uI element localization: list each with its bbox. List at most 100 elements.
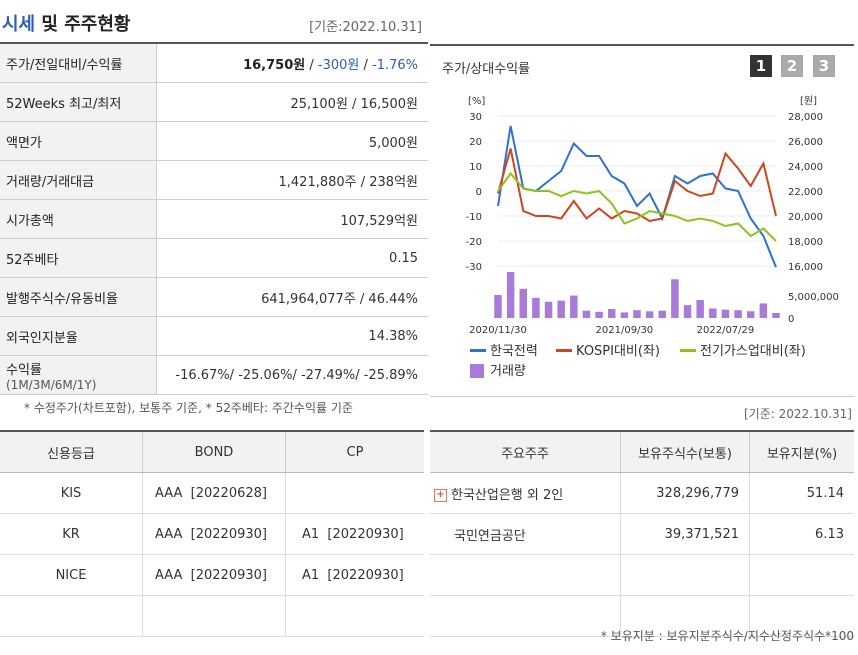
table-cell: A1 [20220930]: [285, 554, 424, 596]
right-tick-label: 26,000: [788, 137, 823, 148]
info-label: 주가/전일대비/수익률: [0, 44, 157, 83]
credit-header-row: 신용등급 BOND CP: [0, 431, 424, 473]
volume-bar: [506, 272, 515, 318]
volume-bar: [645, 311, 654, 318]
volume-bar: [595, 311, 603, 318]
chart-panel: 주가/상대수익률 1 2 3 [%] [원] 30 20 10 0 -10 -20 -30 …: [430, 44, 854, 397]
info-label: 외국인지분율: [0, 316, 157, 356]
volume-bar: [544, 301, 553, 318]
legend-swatch: [470, 349, 486, 352]
table-cell: [749, 595, 854, 637]
series-line: [497, 125, 777, 268]
info-row-beta: 52주베타 0.15: [0, 238, 428, 278]
left-tick-label: -10: [466, 212, 482, 223]
info-label: 발행주식수/유동비율: [0, 277, 157, 317]
table-cell: A1 [20220930]: [285, 513, 424, 555]
info-value: 1,421,880주 / 238억원: [156, 160, 428, 200]
volume-bar: [633, 310, 641, 318]
chart-page-1-button[interactable]: 1: [750, 55, 772, 77]
table-cell: [430, 554, 621, 596]
info-row-par: 액면가 5,000원: [0, 121, 428, 161]
left-tick-label: 0: [476, 187, 482, 198]
table-cell: [430, 595, 621, 637]
table-cell: KR: [0, 513, 143, 555]
table-row: [0, 595, 424, 637]
col-header: 신용등급: [0, 431, 143, 473]
table-cell: AAA [20220628]: [142, 472, 286, 514]
holder-name-cell[interactable]: + 한국산업은행 외 2인: [430, 472, 621, 514]
volume-bar: [734, 310, 742, 318]
chart-title: 주가/상대수익률: [442, 62, 531, 77]
table-cell: [620, 554, 750, 596]
volume-bar: [532, 297, 540, 318]
volume-bar: [709, 308, 717, 318]
left-tick-label: -20: [466, 237, 482, 248]
table-row: 국민연금공단 39,371,521 6.13: [430, 513, 854, 555]
col-header: 주요주주: [430, 431, 621, 473]
expand-plus-icon[interactable]: +: [434, 488, 447, 502]
x-axis-ticks: 2020/11/30 2021/09/30 2022/07/29: [469, 325, 754, 336]
series-line: [497, 171, 777, 242]
x-tick-label: 2022/07/29: [697, 325, 755, 336]
info-value: 5,000원: [156, 121, 428, 161]
info-label: 액면가: [0, 121, 157, 161]
section-title: 시세 및 주주현황: [2, 14, 131, 35]
info-value: 641,964,077주 / 46.44%: [156, 277, 428, 317]
left-tick-label: 20: [469, 137, 482, 148]
table-cell: [142, 595, 286, 637]
volume-bar: [494, 295, 502, 318]
table-cell: [620, 595, 750, 637]
info-row-52w: 52Weeks 최고/최저 25,100원 / 16,500원: [0, 82, 428, 122]
info-label: 수익률 (1M/3M/6M/1Y): [0, 355, 157, 395]
info-label: 52Weeks 최고/최저: [0, 82, 157, 122]
price-info-table: 주가/전일대비/수익률 16,750원 / -300원 / -1.76% 52W…: [0, 44, 428, 395]
volume-bar: [557, 300, 565, 318]
table-cell: 국민연금공단: [430, 513, 621, 555]
volume-bar: [519, 288, 528, 318]
info-label: 52주베타: [0, 238, 157, 278]
volume-bar: [658, 310, 667, 318]
volume-bar: [772, 312, 780, 318]
chart-basis-date: [기준: 2022.10.31]: [743, 407, 852, 421]
info-row-shares: 발행주식수/유동비율 641,964,077주 / 46.44%: [0, 277, 428, 317]
chart-page-3-button[interactable]: 3: [813, 55, 835, 77]
legend-label: 거래량: [490, 364, 526, 379]
table-cell: 6.13: [749, 513, 854, 555]
left-tick-label: -30: [466, 262, 482, 273]
info-value: 0.15: [156, 238, 428, 278]
info-value: 107,529억원: [156, 199, 428, 239]
info-value: 14.38%: [156, 316, 428, 356]
table-cell: [0, 595, 143, 637]
major-holders-table: 주요주주 보유주식수(보통) 보유지분(%) + 한국산업은행 외 2인 328,…: [430, 430, 854, 637]
x-tick-label: 2020/11/30: [469, 325, 527, 336]
info-row-marketcap: 시가총액 107,529억원: [0, 199, 428, 239]
legend-swatch: [470, 364, 484, 378]
volume-bar: [671, 279, 679, 318]
holders-header-row: 주요주주 보유주식수(보통) 보유지분(%): [430, 431, 854, 473]
info-row-volume: 거래량/거래대금 1,421,880주 / 238억원: [0, 160, 428, 200]
right-axis-ticks: 28,000 26,000 24,000 22,000 20,000 18,000 16,0…: [788, 112, 823, 273]
volume-bar: [759, 303, 768, 318]
basis-date: [기준:2022.10.31]: [309, 20, 422, 35]
right-tick-label: 28,000: [788, 112, 823, 123]
volume-bar: [696, 300, 704, 318]
volume-tick-label: 5,000,000: [788, 292, 839, 303]
legend-swatch: [680, 349, 696, 352]
stock-chart: [%] [원] 30 20 10 0 -10 -20 -30 28,000 26,000 24,…: [466, 95, 839, 379]
left-tick-label: 30: [469, 112, 482, 123]
chart-page-2-button[interactable]: 2: [781, 55, 803, 77]
col-header: 보유주식수(보통): [620, 431, 750, 473]
volume-bars: [494, 272, 780, 318]
info-label: 거래량/거래대금: [0, 160, 157, 200]
left-axis-label: [%]: [468, 96, 485, 107]
table-cell: KIS: [0, 472, 143, 514]
chart-legend: 한국전력 KOSPI대비(좌) 전기가스업대비(좌) 거래량: [470, 344, 806, 379]
section-header: 시세 및 주주현황 [기준:2022.10.31]: [0, 0, 428, 44]
right-tick-label: 22,000: [788, 187, 823, 198]
table-cell: [285, 595, 424, 637]
right-tick-label: 20,000: [788, 212, 823, 223]
table-cell: [285, 472, 424, 514]
credit-rating-table: 신용등급 BOND CP KIS AAA [20220628] KR AAA […: [0, 430, 424, 637]
col-header: BOND: [142, 431, 286, 473]
col-header: CP: [285, 431, 424, 473]
